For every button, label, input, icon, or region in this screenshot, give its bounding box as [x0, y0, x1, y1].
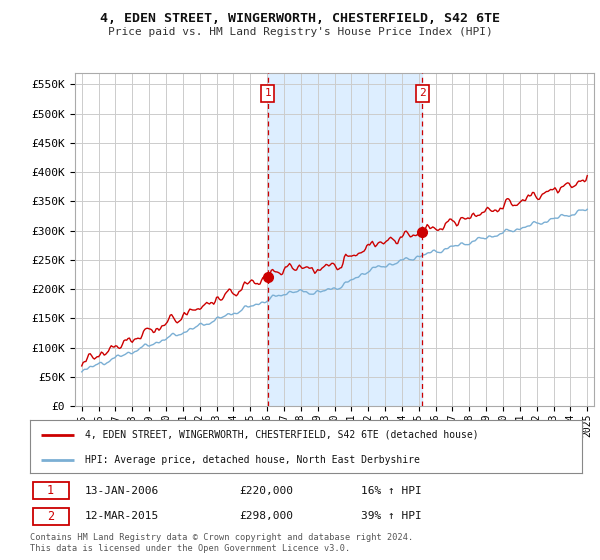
Text: HPI: Average price, detached house, North East Derbyshire: HPI: Average price, detached house, Nort… — [85, 455, 420, 465]
Text: 4, EDEN STREET, WINGERWORTH, CHESTERFIELD, S42 6TE: 4, EDEN STREET, WINGERWORTH, CHESTERFIEL… — [100, 12, 500, 25]
Text: 2: 2 — [47, 510, 54, 523]
Text: 2: 2 — [419, 88, 425, 98]
FancyBboxPatch shape — [33, 482, 68, 500]
Text: 13-JAN-2006: 13-JAN-2006 — [85, 486, 160, 496]
Text: Price paid vs. HM Land Registry's House Price Index (HPI): Price paid vs. HM Land Registry's House … — [107, 27, 493, 37]
Text: 12-MAR-2015: 12-MAR-2015 — [85, 511, 160, 521]
Text: 16% ↑ HPI: 16% ↑ HPI — [361, 486, 422, 496]
FancyBboxPatch shape — [33, 507, 68, 525]
Text: 4, EDEN STREET, WINGERWORTH, CHESTERFIELD, S42 6TE (detached house): 4, EDEN STREET, WINGERWORTH, CHESTERFIEL… — [85, 430, 479, 440]
Text: 1: 1 — [47, 484, 54, 497]
Text: £220,000: £220,000 — [240, 486, 294, 496]
Bar — [268, 73, 422, 406]
Text: Contains HM Land Registry data © Crown copyright and database right 2024.
This d: Contains HM Land Registry data © Crown c… — [30, 533, 413, 553]
Text: 39% ↑ HPI: 39% ↑ HPI — [361, 511, 422, 521]
Text: £298,000: £298,000 — [240, 511, 294, 521]
Text: 1: 1 — [265, 88, 271, 98]
